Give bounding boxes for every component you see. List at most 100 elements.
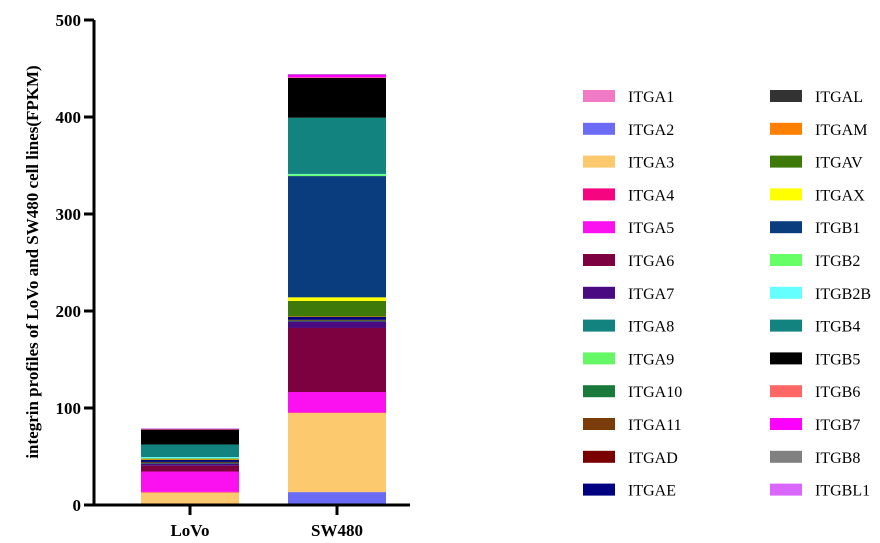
bar-segment-itgb6-lovo: [141, 429, 239, 430]
legend-label: ITGB7: [815, 417, 860, 434]
legend-swatch: [583, 122, 615, 135]
legend-item-itgbl1: ITGBL1: [770, 483, 870, 500]
legend-label: ITGB6: [815, 384, 860, 401]
bar-stack-sw480: [288, 74, 386, 506]
bar-segment-itgb2-sw480: [288, 174, 386, 177]
bar-segment-itgav-sw480: [288, 300, 386, 317]
legend-swatch: [770, 221, 802, 234]
bar-segment-itgb4-lovo: [141, 444, 239, 458]
legend-label: ITGA5: [628, 220, 674, 237]
bar-segment-itgad-sw480: [288, 319, 386, 321]
bar-segment-itga7-lovo: [141, 463, 239, 466]
legend-item-itga6: ITGA6: [583, 253, 674, 270]
legend-swatch: [583, 418, 615, 430]
legend-swatch: [770, 352, 802, 365]
legend-item-itga5: ITGA5: [583, 220, 674, 237]
legend-item-itgad: ITGAD: [583, 450, 678, 467]
legend-swatch: [770, 122, 802, 135]
bar-segment-itga10-lovo: [141, 462, 239, 463]
y-tick-label: 400: [56, 108, 82, 127]
bar-segment-itgam-lovo: [141, 459, 239, 461]
legend-item-itgb5: ITGB5: [770, 351, 860, 368]
legend-label: ITGA3: [628, 155, 674, 172]
legend-label: ITGB4: [815, 319, 860, 336]
legend-item-itga8: ITGA8: [583, 319, 674, 336]
legend-item-itgb1: ITGB1: [770, 220, 860, 237]
legend-label: ITGA7: [628, 286, 674, 303]
bar-segment-itgb2-lovo: [141, 458, 239, 459]
legend-label: ITGAE: [628, 483, 676, 500]
legend-label: ITGA11: [628, 417, 682, 434]
legend-swatch: [770, 450, 802, 463]
bar-segment-itgb4-sw480: [288, 117, 386, 174]
legend-label: ITGAM: [815, 122, 867, 139]
bar-segment-itgax-lovo: [141, 458, 239, 460]
x-tick-label-sw480: SW480: [311, 521, 363, 540]
legend-label: ITGBL1: [815, 483, 870, 500]
y-tick-label: 0: [73, 496, 82, 515]
legend-item-itga7: ITGA7: [583, 286, 674, 303]
legend-label: ITGB8: [815, 450, 860, 467]
bar-segment-itga2-sw480: [288, 492, 386, 505]
legend-swatch: [583, 254, 615, 266]
legend-item-itgb6: ITGB6: [770, 384, 860, 401]
bar-segment-itga3-sw480: [288, 412, 386, 493]
plot-area: [141, 74, 386, 506]
legend-label: ITGAX: [815, 187, 865, 204]
bar-segment-itga8-sw480: [288, 320, 386, 322]
legend-item-itgb8: ITGB8: [770, 450, 860, 467]
legend-item-itgb4: ITGB4: [770, 319, 860, 336]
legend-item-itgax: ITGAX: [770, 187, 865, 204]
legend-swatch: [583, 188, 615, 201]
bar-segment-itgb5-lovo: [141, 429, 239, 445]
legend-item-itga10: ITGA10: [583, 384, 682, 401]
legend-item-itgal: ITGAL: [770, 89, 863, 106]
legend-label: ITGAV: [815, 155, 863, 172]
y-axis-label: integrin profiles of LoVo and SW480 cell…: [23, 65, 42, 458]
legend-item-itgav: ITGAV: [770, 155, 863, 172]
bar-segment-itgbl1-sw480: [288, 74, 386, 75]
legend-label: ITGA9: [628, 351, 674, 368]
legend-label: ITGAL: [815, 89, 863, 106]
legend-swatch: [770, 90, 802, 102]
bar-segment-itgae-sw480: [288, 316, 386, 320]
x-tick-label-lovo: LoVo: [170, 521, 209, 540]
y-tick-label: 300: [56, 205, 82, 224]
bar-segment-itga8-lovo: [141, 462, 239, 464]
axes: 0 100 200 300 400 500 LoVo SW480: [56, 11, 410, 540]
legend-swatch: [583, 155, 615, 168]
legend-swatch: [583, 221, 615, 234]
legend-label: ITGA6: [628, 253, 674, 270]
bar-stack-lovo: [141, 428, 239, 506]
legend-swatch: [770, 155, 802, 168]
legend-swatch: [583, 385, 615, 398]
bar-segment-itga3-lovo: [141, 492, 239, 504]
bar-segment-itgb6-sw480: [288, 77, 386, 78]
legend-item-itgb2b: ITGB2B: [770, 286, 871, 303]
bar-segment-itgad-lovo: [141, 461, 239, 463]
legend-swatch: [770, 385, 802, 398]
legend-label: ITGB2B: [815, 286, 871, 303]
legend-item-itga4: ITGA4: [583, 187, 674, 204]
legend-label: ITGB5: [815, 351, 860, 368]
bar-segment-itgb2b-sw480: [288, 173, 386, 175]
bar-segment-itga9-lovo: [141, 462, 239, 464]
bar-segment-itgae-lovo: [141, 459, 239, 462]
y-tick-label: 200: [56, 302, 82, 321]
legend-item-itgam: ITGAM: [770, 122, 867, 139]
bar-segment-itga7-sw480: [288, 321, 386, 328]
legend-label: ITGA2: [628, 122, 674, 139]
bar-segment-itgb2b-lovo: [141, 457, 239, 459]
legend: ITGA1 ITGA2 ITGA3 ITGA4 ITGA5 ITGA6 ITGA7 ITGA8…: [583, 89, 871, 500]
legend-label: ITGB2: [815, 253, 860, 270]
legend-item-itga9: ITGA9: [583, 351, 674, 368]
bar-segment-itga6-sw480: [288, 327, 386, 392]
legend-item-itgae: ITGAE: [583, 483, 676, 500]
bar-segment-itga9-sw480: [288, 320, 386, 322]
y-tick-label: 500: [56, 11, 82, 30]
y-tick-label: 100: [56, 399, 82, 418]
legend-swatch: [770, 188, 802, 201]
legend-item-itga3: ITGA3: [583, 155, 674, 172]
legend-swatch: [583, 483, 615, 496]
